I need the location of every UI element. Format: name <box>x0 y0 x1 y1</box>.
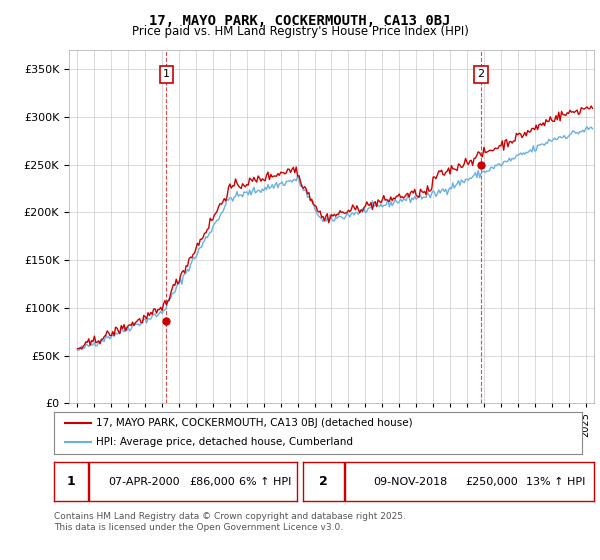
Text: 2: 2 <box>478 69 485 79</box>
Text: 6% ↑ HPI: 6% ↑ HPI <box>239 477 292 487</box>
Bar <box>88 462 89 501</box>
Text: 2: 2 <box>319 475 328 488</box>
Text: HPI: Average price, detached house, Cumberland: HPI: Average price, detached house, Cumb… <box>96 437 353 447</box>
Text: 1: 1 <box>67 475 76 488</box>
Text: 09-NOV-2018: 09-NOV-2018 <box>374 477 448 487</box>
Text: 07-APR-2000: 07-APR-2000 <box>108 477 180 487</box>
Text: Contains HM Land Registry data © Crown copyright and database right 2025.
This d: Contains HM Land Registry data © Crown c… <box>54 512 406 532</box>
Text: 1: 1 <box>163 69 170 79</box>
Text: 13% ↑ HPI: 13% ↑ HPI <box>526 477 586 487</box>
Text: Price paid vs. HM Land Registry's House Price Index (HPI): Price paid vs. HM Land Registry's House … <box>131 25 469 38</box>
Text: £86,000: £86,000 <box>189 477 235 487</box>
Text: 17, MAYO PARK, COCKERMOUTH, CA13 0BJ (detached house): 17, MAYO PARK, COCKERMOUTH, CA13 0BJ (de… <box>96 418 413 428</box>
Bar <box>344 462 345 501</box>
Text: £250,000: £250,000 <box>466 477 518 487</box>
Text: 17, MAYO PARK, COCKERMOUTH, CA13 0BJ: 17, MAYO PARK, COCKERMOUTH, CA13 0BJ <box>149 14 451 28</box>
